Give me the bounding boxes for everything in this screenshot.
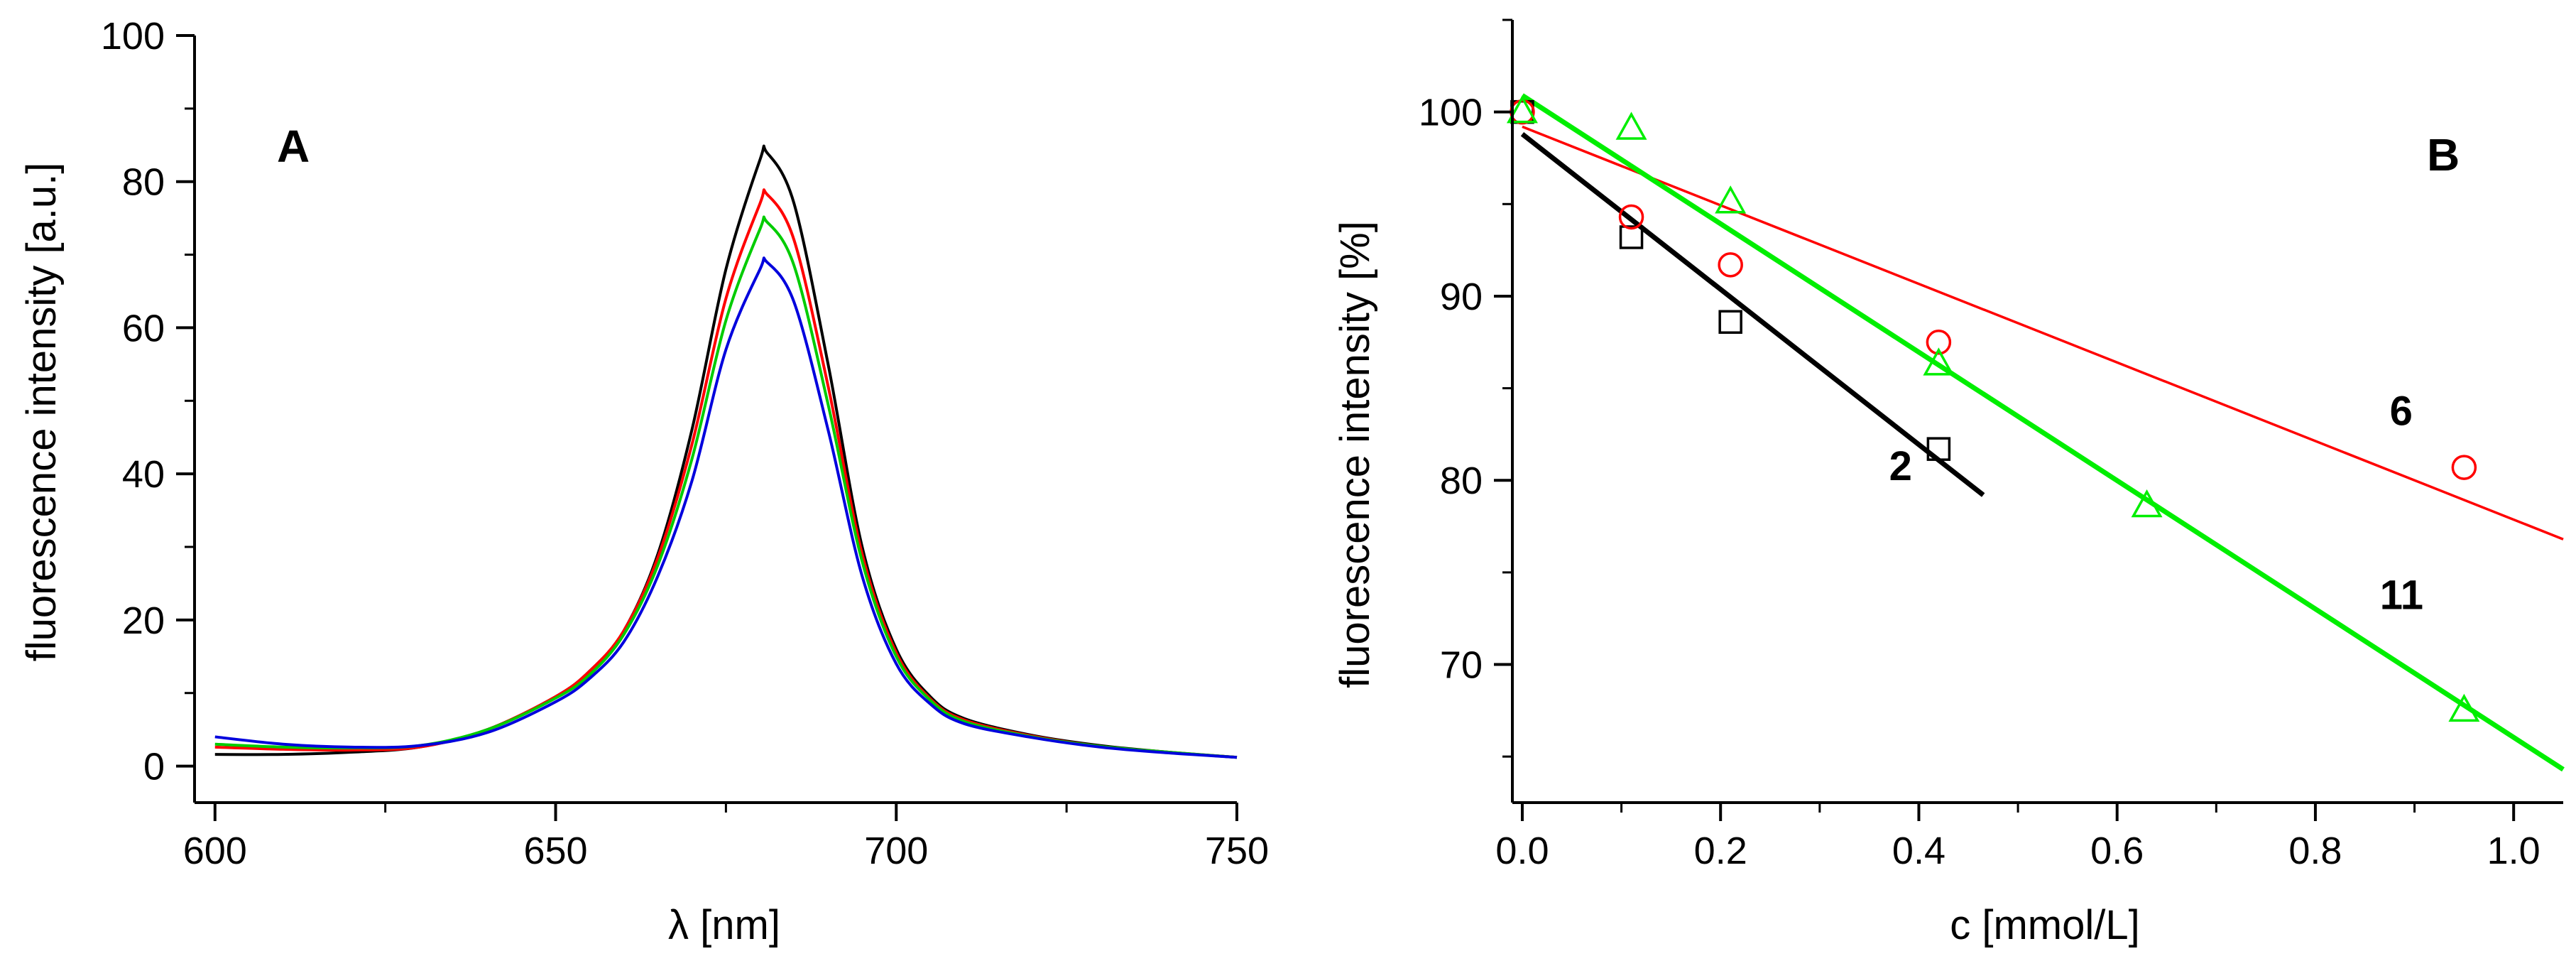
- panel-b-point-6: [1718, 252, 1743, 278]
- panel-a: 600 650 700 750 0 20 40 60 80 100 A λ [nm] fluore…: [18, 15, 1269, 948]
- panel-b-x-tick-label: 0.2: [1694, 830, 1747, 872]
- panel-b-x-tick-label: 0.4: [1892, 830, 1945, 872]
- panel-b-series-label-6: 6: [2390, 388, 2413, 434]
- panel-b-point-2: [1718, 310, 1742, 334]
- panel-b-point-11: [1615, 112, 1647, 140]
- panel-a-series-black: [214, 144, 1238, 759]
- panel-a-label: A: [277, 121, 310, 172]
- panel-b-ticks: 0.0 0.2 0.4 0.6 0.8 1.0 70 80 90 100: [1419, 18, 2540, 872]
- panel-b-point-2: [1619, 225, 1644, 249]
- panel-a-series-blue: [214, 256, 1238, 759]
- panel-a-y-tick-label: 80: [122, 161, 165, 204]
- panel-b-axes: [1511, 20, 2563, 804]
- panel-b-point-11: [2131, 489, 2163, 518]
- panel-b-y-tick-label: 70: [1440, 644, 1483, 687]
- panel-a-x-tick-label: 600: [183, 830, 247, 872]
- panel-b-series-labels: 2 6 11: [1889, 388, 2423, 618]
- panel-b-markers: [1506, 95, 2480, 722]
- panel-a-y-tick-label: 100: [101, 15, 165, 58]
- panel-b-fit-line-2: [1520, 132, 1985, 497]
- panel-b-fit-lines: [1520, 93, 2565, 772]
- panel-b-y-tick-label: 100: [1419, 92, 1483, 134]
- panel-b-fit-line-6: [1522, 125, 2564, 541]
- panel-b-x-tick-label: 0.0: [1495, 830, 1549, 872]
- panel-b-label: B: [2427, 129, 2460, 180]
- panel-b-point-6: [1618, 204, 1644, 230]
- panel-a-y-axis-title: fluorescence intensity [a.u.]: [18, 163, 65, 662]
- panel-a-y-tick-label: 0: [143, 746, 165, 788]
- panel-b-x-axis-title: c [mmol/L]: [1950, 902, 2140, 948]
- panel-b-x-tick-label: 0.6: [2090, 830, 2144, 872]
- panel-b-point-11: [1715, 185, 1747, 214]
- panel-b-point-2: [1926, 437, 1951, 461]
- panel-b-fit-line-11: [1521, 93, 2565, 772]
- panel-a-y-tick-label: 20: [122, 599, 165, 642]
- panel-a-x-axis-title: λ [nm]: [668, 902, 780, 948]
- panel-b-series-label-2: 2: [1889, 443, 1912, 489]
- panel-b-point-11: [1923, 347, 1955, 376]
- panel-b-point-11: [2448, 693, 2480, 722]
- panel-b-series-label-11: 11: [2380, 572, 2423, 619]
- panel-b-y-tick-label: 90: [1440, 276, 1483, 318]
- panel-b-y-tick-label: 80: [1440, 460, 1483, 502]
- panel-b-x-tick-label: 0.8: [2288, 830, 2342, 872]
- panel-b-point-6: [1926, 330, 1952, 355]
- panel-a-x-tick-label: 700: [864, 830, 928, 872]
- panel-a-y-tick-label: 60: [122, 307, 165, 349]
- panel-b: 0.0 0.2 0.4 0.6 0.8 1.0 70 80 90 100 2 6 11 B c [mm…: [1332, 18, 2565, 948]
- panel-a-axes: [193, 36, 1237, 804]
- panel-b-y-axis-title: fluorescence intensity [%]: [1332, 221, 1378, 688]
- panel-b-point-6: [2451, 455, 2477, 480]
- panel-a-series: [214, 144, 1238, 759]
- panel-a-series-green: [214, 215, 1238, 759]
- panel-b-point-11: [1506, 95, 1538, 124]
- panel-a-x-tick-label: 750: [1205, 830, 1269, 872]
- panel-a-ticks: 600 650 700 750 0 20 40 60 80 100: [101, 15, 1269, 872]
- panel-a-x-tick-label: 650: [523, 830, 587, 872]
- panel-a-y-tick-label: 40: [122, 453, 165, 496]
- panel-b-x-tick-label: 1.0: [2487, 830, 2540, 872]
